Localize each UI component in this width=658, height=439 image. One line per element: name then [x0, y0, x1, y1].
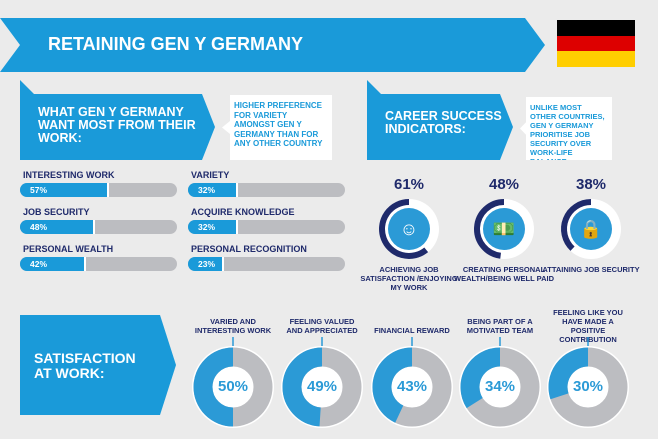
donut-fill [193, 347, 234, 427]
donut-fill [460, 347, 501, 409]
bar-value: 32% [188, 220, 239, 234]
bar-label: JOB SECURITY [23, 207, 90, 217]
satisfaction-percent: 50% [217, 378, 249, 395]
career-label: ATTAINING JOB SECURITY [542, 265, 640, 274]
bar-label: PERSONAL RECOGNITION [191, 244, 307, 254]
progress-bar: 57% [20, 183, 177, 197]
progress-bar: 23% [188, 257, 345, 271]
want-banner: WHAT GEN Y GERMANY WANT MOST FROM THEIR … [20, 80, 215, 160]
satisfaction-label: VARIED AND INTERESTING WORK [194, 317, 272, 335]
bar-label: VARIETY [191, 170, 230, 180]
money-icon: 💵 [492, 219, 516, 239]
satisfaction-heading: SATISFACTION AT WORK: [34, 350, 136, 381]
satisfaction-donut [371, 337, 453, 428]
briefcase-lock-icon: 🔒 [579, 219, 603, 239]
career-arc [474, 199, 505, 259]
progress-bar: 42% [20, 257, 177, 271]
bar-label: PERSONAL WEALTH [23, 244, 114, 254]
career-percent: 38% [575, 176, 607, 193]
career-ring [474, 199, 534, 259]
satisfaction-donut [459, 337, 541, 428]
bar-label: INTERESTING WORK [23, 170, 115, 180]
page-title: RETAINING GEN Y GERMANY [48, 34, 304, 54]
career-banner: CAREER SUCCESS INDICATORS: [367, 80, 513, 160]
smiley-icon: ☺ [399, 219, 419, 239]
career-ring [379, 199, 439, 259]
satisfaction-donut [192, 337, 274, 428]
career-ring [561, 199, 621, 259]
career-callout: UNLIKE MOST OTHER COUNTRIES, GEN Y GERMA… [520, 97, 612, 160]
want-callout: HIGHER PREFERENCE FOR VARIETY AMONGST GE… [222, 95, 332, 160]
bar-value: 42% [20, 257, 86, 271]
title-banner: RETAINING GEN Y GERMANY [0, 18, 545, 72]
satisfaction-percent: 43% [396, 378, 428, 395]
donut-fill [282, 347, 323, 427]
career-arc [379, 199, 429, 259]
bar-value: 23% [188, 257, 225, 271]
career-heading: CAREER SUCCESS INDICATORS: [385, 109, 502, 136]
progress-bar: 48% [20, 220, 177, 234]
career-label: ACHIEVING JOB SATISFACTION /ENJOYING MY … [360, 265, 458, 292]
satisfaction-percent: 30% [572, 378, 604, 395]
satisfaction-percent: 49% [306, 378, 338, 395]
want-heading: WHAT GEN Y GERMANY WANT MOST FROM THEIR … [38, 105, 196, 145]
bar-value: 48% [20, 220, 96, 234]
donut-fill [372, 347, 413, 423]
bar-label: ACQUIRE KNOWLEDGE [191, 207, 295, 217]
satisfaction-label: FEELING VALUED AND APPRECIATED [286, 317, 358, 335]
career-label: CREATING PERSONAL WEALTH/BEING WELL PAID [454, 265, 554, 283]
satisfaction-label: BEING PART OF A MOTIVATED TEAM [466, 317, 534, 335]
satisfaction-percent: 34% [484, 378, 516, 395]
progress-bar: 32% [188, 183, 345, 197]
bar-value: 32% [188, 183, 239, 197]
satisfaction-donut [547, 337, 629, 428]
career-arc [561, 199, 592, 251]
satisfaction-banner: SATISFACTION AT WORK: [20, 315, 176, 415]
satisfaction-label: FINANCIAL REWARD [374, 326, 450, 335]
bar-value: 57% [20, 183, 110, 197]
career-percent: 61% [393, 176, 425, 193]
germany-flag [557, 20, 635, 67]
progress-bar: 32% [188, 220, 345, 234]
satisfaction-donut [281, 337, 363, 428]
donut-fill [548, 347, 589, 400]
career-percent: 48% [488, 176, 520, 193]
